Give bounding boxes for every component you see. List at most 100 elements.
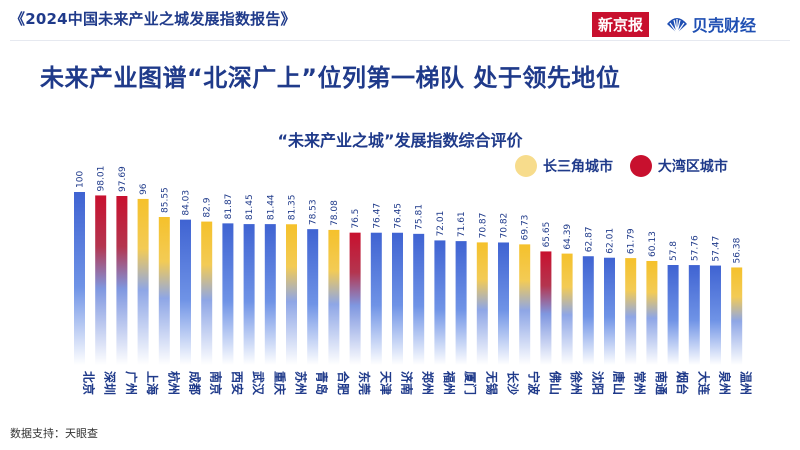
data-label-11: 78.53: [309, 199, 319, 225]
category-label-24: 沈阳: [590, 371, 605, 395]
data-label-12: 78.08: [330, 200, 340, 226]
bar-4: [158, 216, 170, 365]
bar-13: [349, 232, 361, 365]
bar-8: [243, 224, 255, 365]
category-label-21: 宁波: [527, 371, 542, 396]
bar-28: [667, 265, 679, 365]
legend-label-yangtze: 长三角城市: [543, 159, 613, 175]
category-label-25: 唐山: [612, 371, 627, 395]
category-label-6: 南京: [209, 371, 224, 395]
category-label-15: 济南: [400, 371, 415, 395]
legend-swatch-bay: [629, 155, 652, 177]
bar-19: [476, 242, 488, 365]
bar-15: [392, 232, 403, 365]
data-label-21: 69.73: [521, 215, 531, 241]
data-label-28: 57.8: [669, 241, 679, 261]
data-label-26: 61.79: [627, 228, 637, 254]
data-label-3: 96: [139, 183, 149, 195]
data-label-15: 76.45: [394, 203, 404, 229]
chart-title: “未来产业之城”发展指数综合评价: [277, 131, 523, 150]
bar-5: [180, 219, 191, 365]
bar-22: [540, 251, 552, 365]
category-label-1: 深圳: [103, 371, 118, 395]
category-label-30: 泉州: [718, 371, 733, 395]
category-label-16: 郑州: [421, 371, 436, 395]
category-label-18: 厦门: [463, 371, 478, 395]
category-label-2: 广州: [124, 371, 139, 395]
data-label-30: 57.47: [712, 236, 722, 262]
bar-27: [646, 260, 658, 365]
data-label-1: 98.01: [97, 166, 107, 192]
category-label-14: 天津: [378, 371, 393, 395]
data-label-9: 81.44: [266, 194, 276, 220]
category-label-27: 南通: [654, 371, 669, 395]
data-label-4: 85.55: [160, 187, 170, 213]
chart-legend: 长三角城市 大湾区城市: [515, 155, 740, 177]
category-label-28: 烟台: [675, 371, 690, 395]
bar-20: [498, 242, 509, 365]
legend-item-yangtze: 长三角城市: [515, 155, 613, 177]
report-title: 《2024中国未来产业之城发展指数报告》: [10, 10, 296, 28]
data-label-22: 65.65: [542, 222, 552, 248]
data-label-0: 100: [76, 171, 86, 188]
bar-12: [328, 229, 340, 365]
category-label-3: 上海: [145, 371, 160, 395]
category-label-12: 合肥: [336, 371, 351, 395]
bar-0: [74, 192, 85, 365]
beike-caijing-logo: 贝壳财经: [666, 12, 756, 36]
bar-10: [286, 224, 297, 365]
xinjingbao-logo: 新京报: [592, 12, 650, 37]
category-label-19: 无锡: [484, 370, 499, 395]
category-label-0: 北京: [82, 371, 97, 395]
legend-item-bay: 大湾区城市: [629, 155, 728, 177]
bar-29: [688, 265, 700, 365]
data-label-5: 84.03: [182, 190, 192, 216]
category-label-31: 温州: [739, 371, 753, 395]
data-label-24: 62.87: [584, 226, 594, 252]
legend-swatch-yangtze: [515, 155, 537, 177]
data-label-19: 70.87: [478, 213, 488, 239]
bar-11: [307, 229, 319, 365]
data-label-14: 76.47: [372, 203, 382, 229]
data-label-27: 60.13: [648, 231, 658, 257]
bar-26: [625, 258, 637, 365]
bar-14: [370, 232, 382, 365]
bar-16: [413, 233, 425, 365]
category-label-23: 徐州: [569, 370, 584, 395]
bar-1: [95, 195, 107, 365]
data-label-7: 81.87: [224, 194, 234, 220]
data-label-18: 71.61: [457, 211, 467, 237]
data-label-31: 56.38: [733, 237, 743, 263]
legend-label-bay: 大湾区城市: [657, 159, 728, 175]
data-source-note: 数据支持：天眼查: [10, 427, 98, 440]
data-label-23: 64.39: [563, 224, 573, 250]
header: 《2024中国未来产业之城发展指数报告》 新京报 贝壳财经: [0, 0, 800, 40]
header-divider: [10, 40, 790, 41]
data-label-8: 81.45: [245, 194, 255, 220]
bar-21: [519, 244, 531, 365]
data-label-10: 81.35: [288, 194, 298, 220]
category-label-20: 长沙: [506, 371, 521, 395]
bar-2: [116, 195, 128, 365]
category-label-13: 东莞: [357, 371, 372, 395]
bar-3: [137, 198, 149, 365]
page-headline: 未来产业图谱“北深广上”位列第一梯队 处于领先地位: [40, 64, 621, 92]
bar-7: [222, 223, 234, 365]
bar-18: [455, 241, 467, 365]
category-label-22: 佛山: [548, 370, 563, 395]
category-label-4: 杭州: [166, 371, 181, 395]
bar-25: [604, 257, 615, 365]
data-label-13: 76.5: [351, 209, 361, 229]
data-label-6: 82.9: [203, 197, 213, 217]
category-label-10: 苏州: [294, 371, 309, 395]
shell-icon: [667, 18, 687, 34]
bar-6: [201, 221, 213, 365]
category-label-11: 青岛: [315, 371, 330, 395]
category-label-9: 重庆: [272, 371, 287, 395]
bar-24: [582, 256, 594, 365]
bar-9: [264, 224, 276, 365]
bar-23: [561, 253, 573, 365]
bar-31: [731, 267, 743, 365]
category-label-26: 常州: [633, 371, 648, 395]
